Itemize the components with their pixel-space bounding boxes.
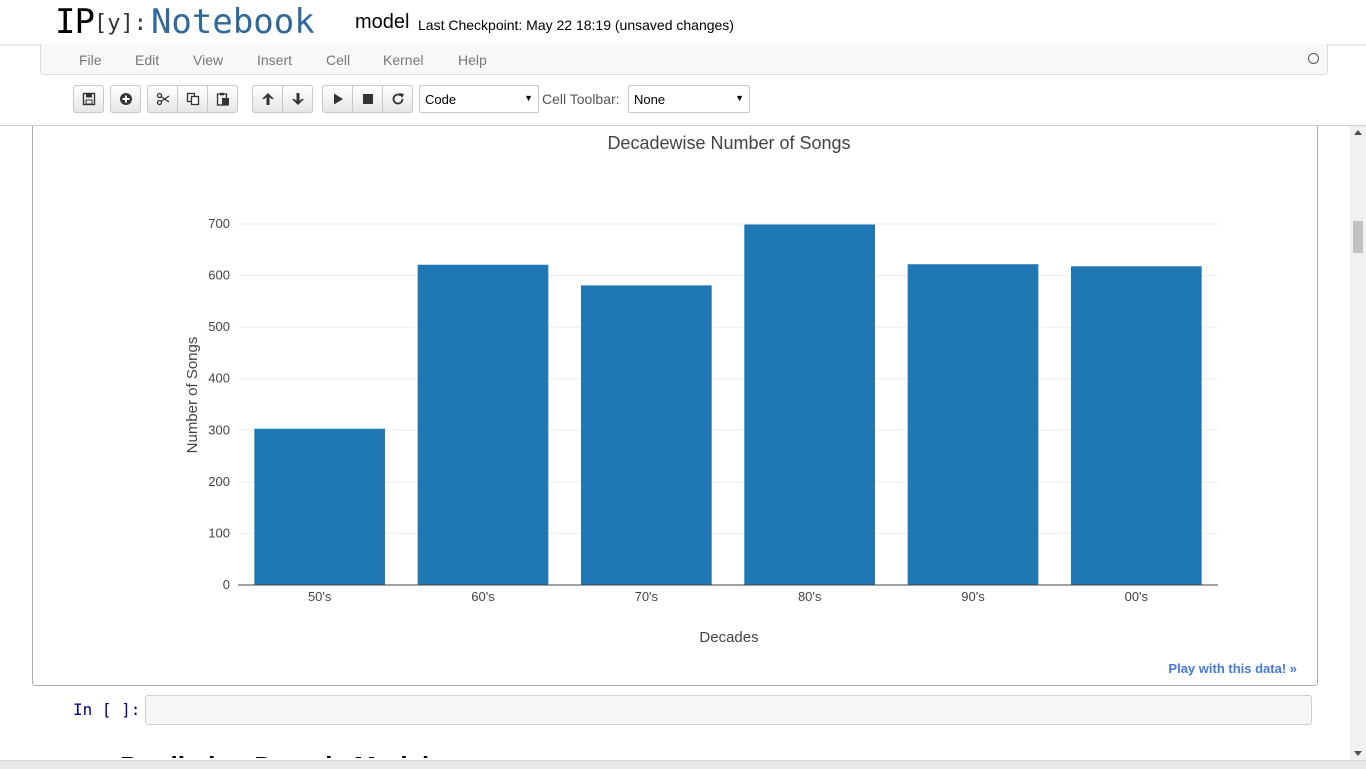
notebook-area: 0 100 200 300 400 500 600 700 50's 60's 70's 80's 90… (0, 126, 1350, 758)
logo-ip-text: IP (55, 2, 95, 42)
kernel-status-icon (1308, 53, 1319, 64)
bar-5[interactable] (1071, 266, 1202, 585)
menu-kernel[interactable]: Kernel (383, 52, 424, 68)
logo-y-text: [y]: (93, 11, 147, 36)
y-tick-label: 100 (208, 525, 230, 540)
edit-group (147, 85, 238, 113)
move-down-button[interactable] (282, 85, 313, 113)
cell-type-value: Code (425, 92, 457, 107)
x-tick-label: 90's (961, 589, 985, 604)
insert-cell-icon (119, 93, 132, 105)
menu-edit[interactable]: Edit (135, 52, 160, 68)
y-tick-label: 600 (208, 268, 230, 283)
menu-insert[interactable]: Insert (257, 52, 293, 68)
cut-icon (156, 92, 169, 106)
notebook-header: IP[y]: Notebook model Last Checkpoint: Ma… (0, 0, 1366, 45)
cut-button[interactable] (147, 85, 178, 113)
cell-toolbar-value: None (634, 92, 666, 107)
y-tick-label: 0 (223, 577, 230, 592)
stop-button[interactable] (352, 85, 383, 113)
save-group (73, 85, 104, 113)
x-tick-label: 50's (308, 589, 332, 604)
logo-notebook-text: Notebook (150, 2, 315, 42)
insert-group (110, 85, 141, 113)
toolbar: Code ▼ Cell Toolbar: None ▼ (0, 75, 1366, 126)
bar-2[interactable] (581, 285, 712, 585)
restart-button[interactable] (382, 85, 413, 113)
scroll-down-icon[interactable] (1354, 751, 1362, 756)
copy-button[interactable] (177, 85, 208, 113)
x-axis-label: Decades (699, 629, 758, 646)
cell-type-select[interactable]: Code ▼ (419, 85, 539, 113)
menu-view[interactable]: View (193, 52, 224, 68)
notebook-name[interactable]: model (355, 11, 410, 33)
x-tick-label: 60's (471, 589, 495, 604)
scroll-up-icon[interactable] (1354, 130, 1362, 135)
bar-1[interactable] (417, 264, 549, 585)
run-group (322, 85, 413, 113)
menu-help[interactable]: Help (458, 52, 487, 68)
vertical-scrollbar[interactable] (1350, 126, 1366, 760)
ipython-logo[interactable]: IP[y]: Notebook (55, 2, 315, 42)
play-with-data-link[interactable]: Play with this data! » (1168, 661, 1297, 676)
y-tick-label: 300 (208, 422, 230, 437)
chart-title: Decadewise Number of Songs (607, 133, 850, 153)
checkpoint-status: Last Checkpoint: May 22 18:19 (unsaved c… (418, 17, 734, 33)
bar-3[interactable] (744, 224, 875, 585)
chevron-down-icon: ▼ (524, 93, 533, 103)
code-input[interactable] (145, 695, 1312, 725)
menu-file[interactable]: File (79, 52, 102, 68)
paste-icon (216, 92, 229, 106)
move-group (252, 85, 313, 113)
move-up-button[interactable] (252, 85, 283, 113)
bar-chart: 0 100 200 300 400 500 600 700 50's 60's 70's 80's 90… (184, 133, 1218, 646)
move-up-icon (261, 93, 274, 105)
menubar: File Edit View Insert Cell Kernel Help (40, 44, 1328, 75)
restart-icon (392, 93, 404, 105)
move-down-icon (291, 93, 304, 105)
paste-button[interactable] (207, 85, 238, 113)
run-icon (333, 93, 343, 105)
cell-toolbar-label: Cell Toolbar: (542, 91, 620, 107)
insert-cell-button[interactable] (110, 85, 141, 113)
x-tick-label: 80's (798, 589, 822, 604)
bar-4[interactable] (907, 264, 1039, 585)
input-prompt: In [ ]: (73, 700, 141, 719)
run-button[interactable] (322, 85, 353, 113)
output-cell: 0 100 200 300 400 500 600 700 50's 60's 70's 80's 90… (32, 126, 1318, 686)
horizontal-scrollbar[interactable] (0, 760, 1366, 769)
x-tick-label: 70's (635, 589, 659, 604)
y-tick-label: 400 (208, 371, 230, 386)
scroll-thumb[interactable] (1353, 221, 1363, 253)
menu-cell[interactable]: Cell (326, 52, 351, 68)
save-button[interactable] (73, 85, 104, 113)
cell-toolbar-select[interactable]: None ▼ (628, 85, 750, 113)
chevron-down-icon: ▼ (735, 93, 744, 103)
y-tick-label: 500 (208, 319, 230, 334)
partial-heading: Predicting Decade Model (120, 751, 429, 758)
x-tick-label: 00's (1125, 589, 1149, 604)
y-tick-label: 200 (208, 474, 230, 489)
bar-0[interactable] (254, 428, 385, 585)
stop-icon (362, 94, 373, 104)
save-icon (82, 92, 95, 106)
y-axis-label: Number of Songs (184, 337, 201, 454)
copy-icon (186, 92, 199, 106)
y-tick-label: 700 (208, 216, 230, 231)
